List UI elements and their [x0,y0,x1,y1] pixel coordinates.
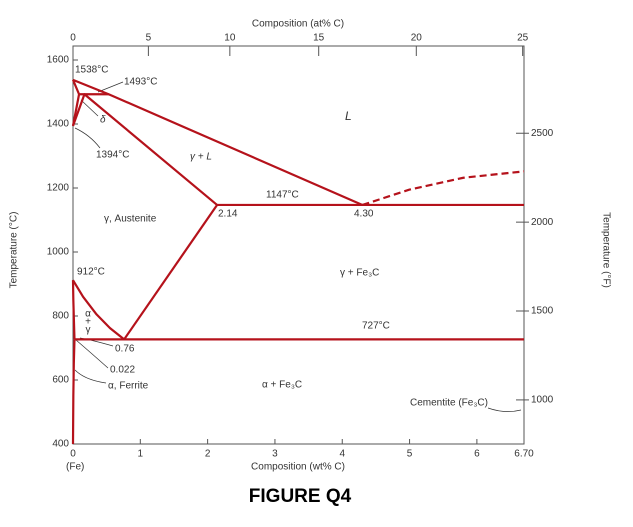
x2-tick-label: 10 [224,33,236,44]
y2-axis-label: Temperature (°F) [600,212,611,288]
phase-boundary [71,93,218,206]
phase-boundary [71,280,76,340]
y-axis-label: Temperature (°C) [9,212,20,289]
leader [75,339,109,369]
figure-caption: FIGURE Q4 [249,486,352,507]
annotation: 1493°C [124,77,157,88]
y2-tick-label: 1500 [531,306,554,317]
annotation: 4.30 [354,209,374,220]
leader [74,127,101,149]
phase-boundary [362,170,525,207]
phase-boundary [72,279,125,341]
y-tick-label: 800 [52,311,69,322]
annotation: 0.022 [110,365,135,376]
annotation: 727°C [362,321,390,332]
annotation: γ [86,325,91,336]
annotation: α + Fe₃C [262,380,302,391]
annotation: γ, Austenite [104,214,157,225]
x2-tick-label: 25 [517,33,529,44]
phase-boundary [123,204,218,340]
y-tick-label: 1200 [47,183,70,194]
x2-tick-label: 15 [313,33,325,44]
annotation: 2.14 [218,209,238,220]
x2-tick-label: 5 [146,33,152,44]
annotation: Cementite (Fe₃C) [410,398,488,409]
phase-boundary [72,78,363,206]
annotation: + [85,317,91,328]
x-tick-label: 4 [339,449,345,460]
leader [97,81,124,93]
annotation: 1147°C [266,190,299,201]
x-tick-label: 2 [205,449,211,460]
phase-boundary [71,339,76,445]
plot-frame [72,45,525,445]
annotation: δ [100,115,106,126]
annotation: α [85,309,91,320]
y2-tick-label: 2500 [531,128,554,139]
x2-axis-label: Composition (at% C) [252,19,344,30]
annotation: γ + Fe₃C [340,268,379,279]
leader [487,407,522,412]
x-origin-note: (Fe) [66,462,84,473]
y-tick-label: 1000 [47,247,70,258]
y2-tick-label: 1000 [531,395,554,406]
annotation: 912°C [77,267,105,278]
y-tick-label: 1600 [47,55,70,66]
y-tick-label: 400 [52,439,69,450]
y2-tick-label: 2000 [531,217,554,228]
x-tick-label: 6.70 [514,449,534,460]
x2-tick-label: 20 [411,33,423,44]
x2-tick-label: 0 [70,33,76,44]
annotation: L [345,109,352,123]
x-axis-label: Composition (wt% C) [251,462,345,473]
leader [80,99,99,117]
x-tick-label: 6 [474,449,480,460]
annotation: γ + L [190,152,212,163]
y-tick-label: 600 [52,375,69,386]
x-tick-label: 5 [407,449,413,460]
annotation: α, Ferrite [108,381,149,392]
annotation: 1538°C [75,65,108,76]
annotation: 1394°C [96,150,129,161]
leader [74,369,107,384]
y-tick-label: 1400 [47,119,70,130]
x-tick-label: 0 [70,449,76,460]
x-tick-label: 3 [272,449,278,460]
x-tick-label: 1 [138,449,144,460]
annotation: 0.76 [115,344,135,355]
